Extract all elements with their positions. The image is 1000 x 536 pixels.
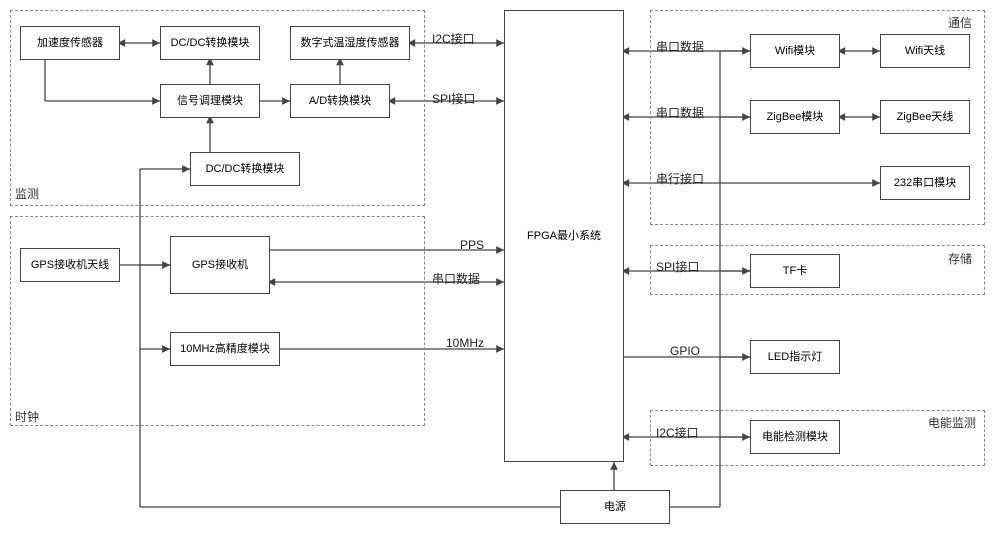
node-gpsrx: GPS接收机 [170,236,270,294]
interface-label: 串口数据 [656,104,704,121]
node-temp: 数字式温湿度传感器 [290,26,410,60]
interface-label: SPI接口 [432,90,475,107]
node-hp10m: 10MHz高精度模块 [170,332,280,366]
node-gpsant: GPS接收机天线 [20,248,120,282]
interface-label: 串行接口 [656,170,704,187]
group-label-clock: 时钟 [15,408,39,425]
node-dcdc2: DC/DC转换模块 [190,152,300,186]
node-psu: 电源 [560,490,670,524]
node-zigbee: ZigBee模块 [750,100,840,134]
node-pwrdet: 电能检测模块 [750,420,840,454]
interface-label: SPI接口 [656,258,699,275]
node-accel: 加速度传感器 [20,26,120,60]
interface-label: PPS [460,238,484,252]
group-label-power_mon: 电能监测 [928,414,976,431]
node-adc: A/D转换模块 [290,84,390,118]
node-zbant: ZigBee天线 [880,100,970,134]
group-label-comm: 通信 [948,14,972,31]
node-wifiant: Wifi天线 [880,34,970,68]
node-led: LED指示灯 [750,340,840,374]
node-fpga: FPGA最小系统 [504,10,624,462]
node-dcdc1: DC/DC转换模块 [160,26,260,60]
interface-label: 串口数据 [432,270,480,287]
interface-label: GPIO [670,344,700,358]
node-wifi: Wifi模块 [750,34,840,68]
group-label-storage: 存储 [948,250,972,267]
node-rs232: 232串口模块 [880,166,970,200]
interface-label: 串口数据 [656,38,704,55]
group-label-monitor: 监测 [15,185,39,202]
interface-label: I2C接口 [656,424,699,441]
node-sigcond: 信号调理模块 [160,84,260,118]
interface-label: 10MHz [446,336,484,350]
interface-label: I2C接口 [432,30,475,47]
node-tf: TF卡 [750,254,840,288]
